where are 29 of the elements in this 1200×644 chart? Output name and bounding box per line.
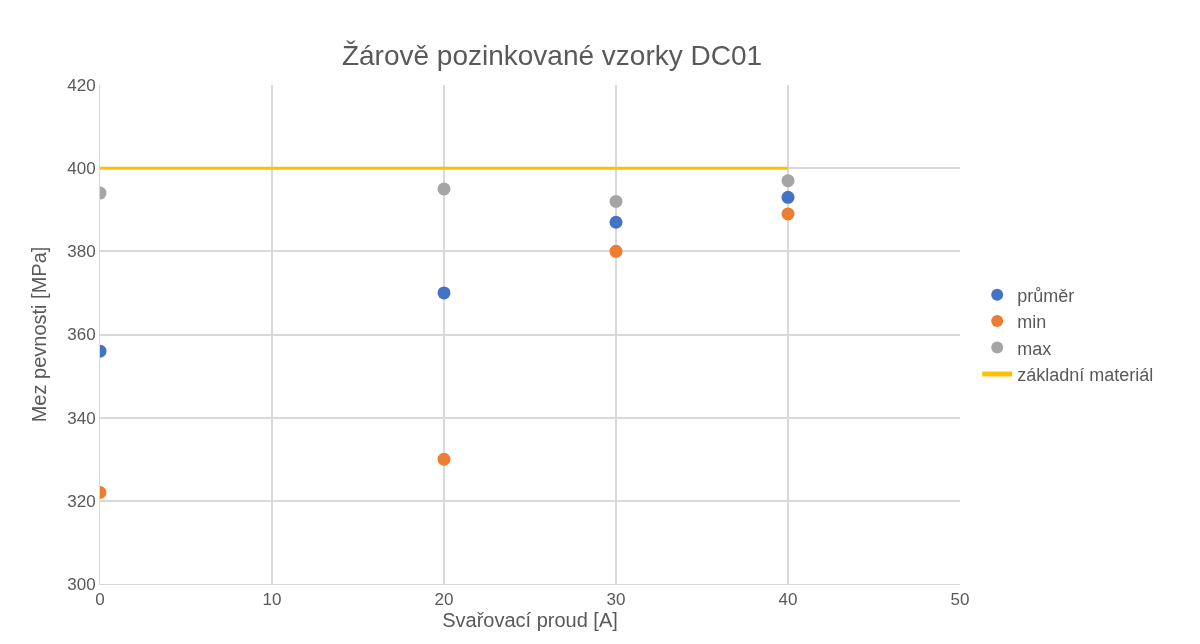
point [437,286,451,300]
y-tick-label: 340 [67,408,96,428]
point [781,190,795,204]
y-axis-title: Mez pevnosti [MPa] [27,246,50,423]
x-tick-label: 10 [262,590,282,610]
x-tick-label: 20 [434,590,454,610]
legend-label: průměr [1017,285,1075,306]
point [437,452,451,466]
chart-title: Žárově pozinkované vzorky DC01 [341,39,763,71]
y-tick-label: 380 [67,242,96,262]
y-tick-label: 360 [67,325,96,345]
point [437,182,451,196]
point [609,215,623,229]
legend-label: min [1017,312,1047,333]
point [781,207,795,221]
y-tick-label: 420 [67,75,96,95]
x-tick-label: 40 [778,590,798,610]
point [781,174,795,188]
y-tick-label: 400 [67,159,96,179]
x-axis-title: Svařovací proud [A] [442,609,618,632]
point [609,244,623,258]
y-tick-label: 300 [67,574,96,594]
legend-label: základní materiál [1017,364,1154,385]
x-tick-label: 0 [95,590,105,610]
legend-label: max [1017,338,1052,359]
x-tick-label: 30 [606,590,626,610]
x-tick-label: 50 [950,590,970,610]
y-tick-label: 320 [67,491,96,511]
point [609,194,623,208]
